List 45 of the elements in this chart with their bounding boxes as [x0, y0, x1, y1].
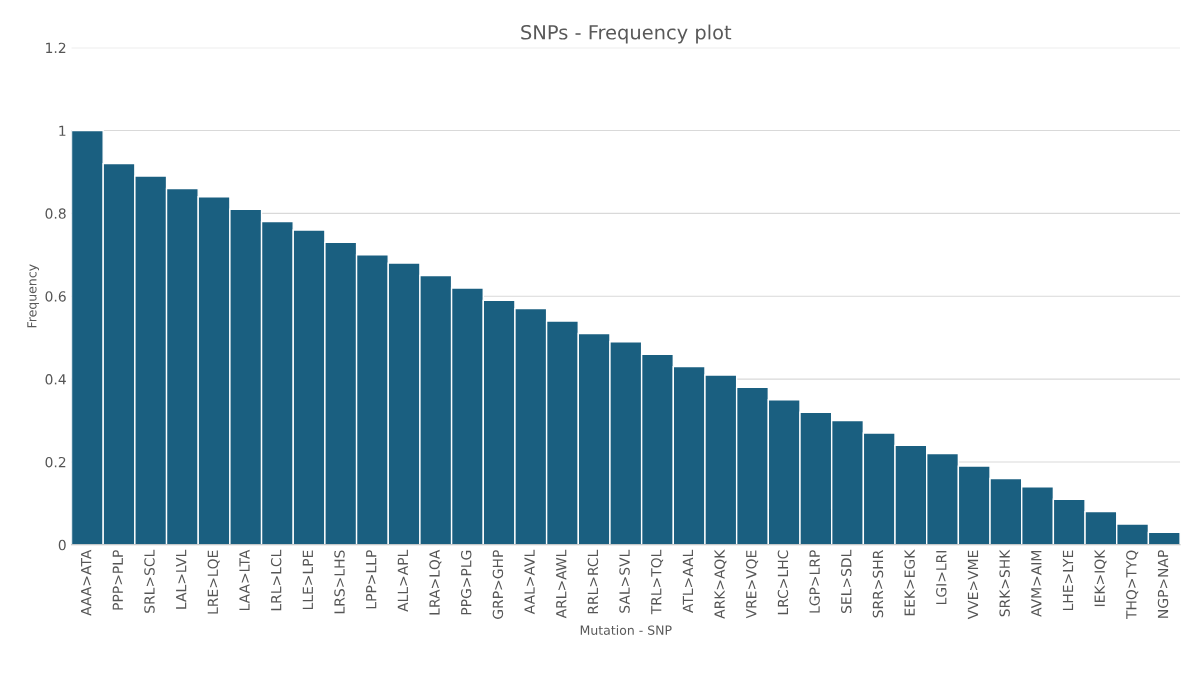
x-tick-label: LRC>LHC	[777, 550, 789, 615]
x-tick-label: RRL>RCL	[587, 549, 599, 614]
y-tick-label: 1	[59, 125, 66, 136]
x-tick-label: GRP>GHP	[492, 550, 504, 619]
x-tick-label: LAL>LVL	[176, 549, 187, 609]
x-tick-label: PPP>PLP	[112, 550, 123, 610]
y-tick-label: 0.6	[45, 291, 66, 302]
x-tick-label: LRE>LQE	[207, 550, 220, 614]
x-tick-label: LGP>LRP	[809, 550, 820, 613]
x-tick-label: SRL>SCL	[144, 549, 155, 613]
x-tick-label: LAA>LTA	[239, 549, 250, 611]
x-tick-label: AAL>AVL	[524, 549, 535, 615]
x-tick-label: EEK>EGK	[904, 549, 915, 616]
x-tick-label: ARK>AQK	[714, 549, 727, 619]
x-tick-label: SAL>SVL	[619, 549, 630, 613]
x-tick-label: ATL>AAL	[682, 549, 693, 613]
x-tick-label: TRL>TQL	[651, 549, 664, 615]
x-tick-label: SRR>SHR	[872, 550, 884, 618]
x-tick-label: ALL>APL	[397, 549, 408, 612]
x-tick-label: LGI>LRI	[936, 551, 947, 605]
x-tick-label: LLE>LPE	[302, 550, 313, 610]
x-axis-title: Mutation - SNP	[580, 625, 672, 635]
x-tick-label: LRL>LCL	[270, 549, 282, 611]
y-tick-label: 1.2	[46, 42, 66, 53]
x-tick-label: IEK>IQK	[1094, 549, 1107, 607]
x-tick-label: PPG>PLG	[460, 550, 472, 615]
x-tick-label: VVE>VME	[967, 550, 979, 620]
x-tick-label: LHE>LYE	[1062, 550, 1074, 611]
y-tick-label: 0.2	[45, 456, 66, 468]
x-tick-label: SRK>SHK	[999, 549, 1010, 617]
y-tick-label: 0.8	[45, 208, 66, 219]
y-tick-label: 0	[58, 539, 66, 551]
x-tick-label: NGP>NAP	[1157, 550, 1169, 618]
x-tick-label: LRA>LQA	[429, 549, 442, 615]
chart-title: SNPs - Frequency plot	[521, 24, 732, 44]
x-tick-label: LRS>LHS	[334, 550, 345, 614]
x-tick-label: VRE>VQE	[746, 550, 759, 619]
x-tick-label: LPP>LLP	[366, 550, 377, 609]
y-tick-label: 0.4	[45, 374, 66, 385]
x-tick-label: SEL>SDL	[841, 549, 852, 613]
x-tick-label: THQ>TYQ	[1126, 550, 1139, 620]
x-tick-label: AAA>ATA	[81, 549, 92, 616]
x-tick-label: ARL>AWL	[556, 549, 567, 619]
x-tick-label: AVM>AIM	[1031, 551, 1042, 617]
y-axis-title: Frequency	[27, 264, 40, 328]
